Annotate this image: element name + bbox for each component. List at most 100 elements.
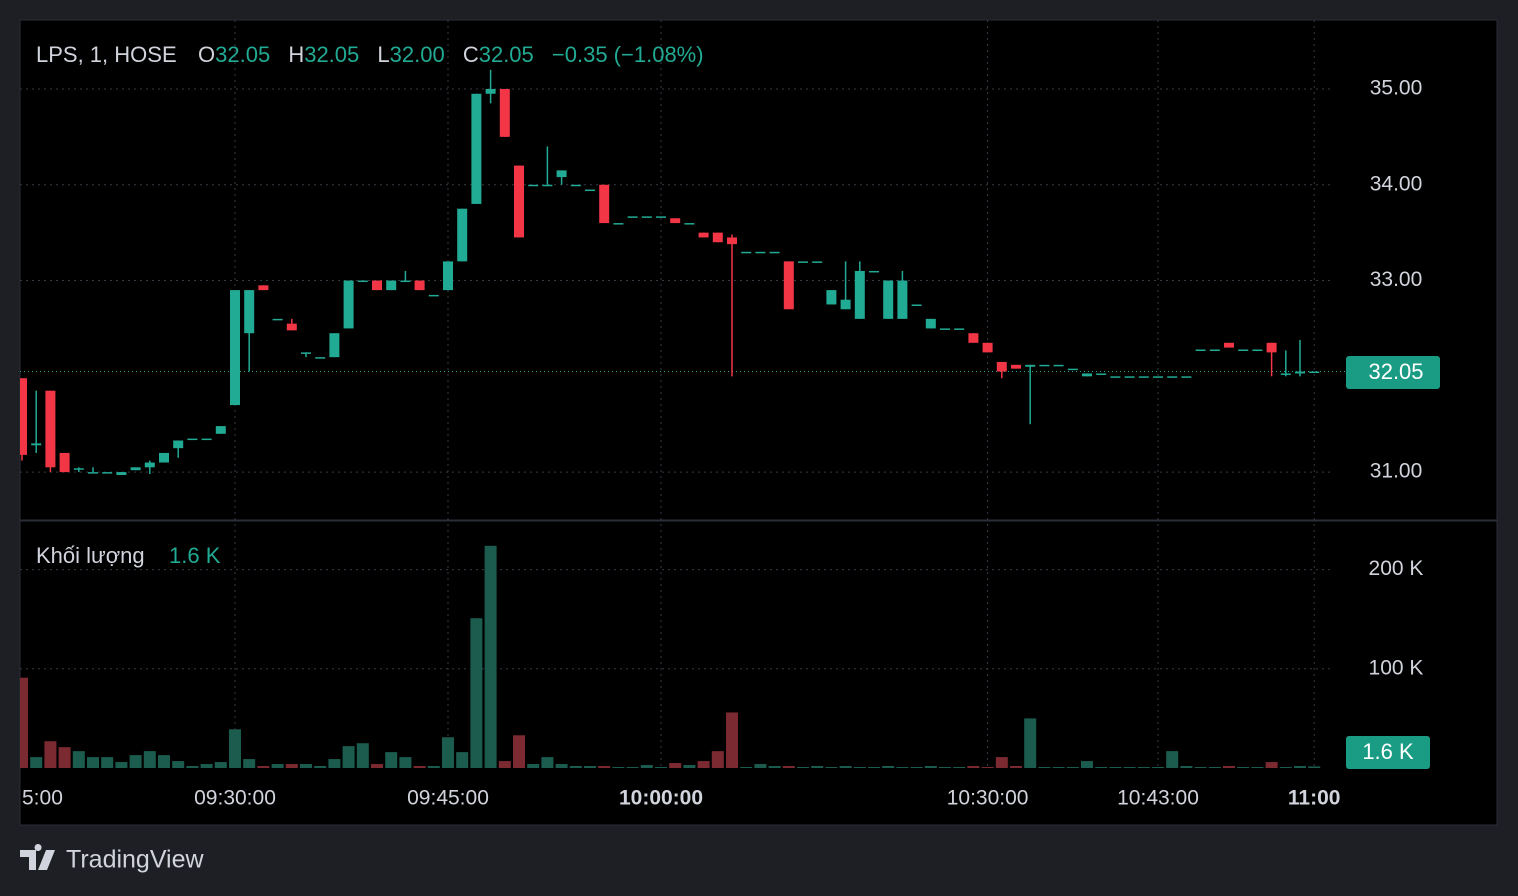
candle-body xyxy=(215,426,226,434)
candle-body xyxy=(1110,376,1121,378)
change: −0.35 (−1.08%) xyxy=(552,42,704,67)
candle-body xyxy=(1280,373,1291,375)
volume-bar xyxy=(200,764,213,768)
volume-bar xyxy=(1180,766,1193,768)
volume-bar xyxy=(655,767,667,768)
volume-bar xyxy=(967,766,980,768)
candle-body xyxy=(684,223,695,225)
price-badge-text: 32.05 xyxy=(1368,359,1423,384)
candle-body xyxy=(911,304,922,306)
volume-bar xyxy=(598,766,611,768)
candle-body xyxy=(329,333,340,358)
candle-body xyxy=(1252,349,1263,352)
volume-bar xyxy=(584,766,596,768)
volume-bar xyxy=(1208,767,1221,768)
candle-body xyxy=(712,232,723,243)
volume-bar xyxy=(229,729,241,768)
volume-bar xyxy=(555,764,568,768)
candle-body xyxy=(727,237,737,245)
volume-bar xyxy=(186,766,199,768)
x-tick-label: 5:00 xyxy=(22,787,63,810)
c-value: 32.05 xyxy=(479,42,534,67)
candle-body xyxy=(73,468,84,470)
candle-body xyxy=(187,438,198,441)
candle-body xyxy=(769,251,780,254)
labels: 35.00 34.00 33.00 31.00 100 K 200 K 5:00 09:30:… xyxy=(22,77,1423,810)
candle-body xyxy=(528,184,539,187)
volume-bar xyxy=(342,746,355,768)
volume-bar xyxy=(939,767,951,768)
candle-body xyxy=(357,280,368,283)
volume-bar xyxy=(1095,767,1108,768)
volume-badge xyxy=(1346,736,1430,769)
candle-body xyxy=(201,438,212,441)
volume-bar xyxy=(527,764,540,768)
volume-bar xyxy=(995,757,1008,768)
candle-body xyxy=(542,184,553,187)
candle-body xyxy=(627,216,638,218)
l-label: L xyxy=(377,42,389,67)
volume-bar xyxy=(910,767,923,768)
candle-body xyxy=(641,216,652,218)
volume-bar xyxy=(1265,762,1278,768)
candle-body xyxy=(20,378,27,455)
volume-bar xyxy=(20,677,28,768)
candle-body xyxy=(869,270,879,273)
volume-badge-text: 1.6 K xyxy=(1362,739,1414,764)
volume-bar xyxy=(953,767,966,768)
volume-bar xyxy=(513,735,525,768)
candle-body xyxy=(698,232,709,238)
y-tick-label: 34.00 xyxy=(1370,172,1423,195)
volume-bar xyxy=(271,764,284,768)
candle-body xyxy=(457,208,468,262)
volume-bar xyxy=(1052,767,1065,768)
l-value: 32.00 xyxy=(390,42,445,67)
volume-bar xyxy=(143,751,156,768)
volume-bar xyxy=(1308,766,1321,768)
volume-bar xyxy=(1137,767,1150,768)
candle-body xyxy=(173,440,184,449)
volume-bar xyxy=(711,751,724,768)
volume-bar xyxy=(172,761,185,768)
candle-body xyxy=(499,88,510,137)
candle-body xyxy=(570,184,581,187)
candle-body xyxy=(1266,342,1277,353)
volume-bar xyxy=(853,767,866,768)
candle-body xyxy=(315,357,326,359)
candle-body xyxy=(1153,376,1163,378)
volume-bar xyxy=(1251,767,1264,768)
candle-body xyxy=(1209,349,1220,352)
volume-bar xyxy=(797,767,809,768)
candle-body xyxy=(159,452,169,463)
legend: LPS, 1, HOSE O32.05 H32.05 L32.00 C32.05… xyxy=(36,42,704,568)
candle-body xyxy=(897,280,908,319)
c-label: C xyxy=(463,42,479,67)
candle-body xyxy=(996,361,1007,372)
volume-bar xyxy=(1152,767,1164,768)
volume-bar xyxy=(1081,761,1093,768)
candle-body xyxy=(386,280,397,291)
volume-bar xyxy=(1066,767,1079,768)
y-tick-label: 35.00 xyxy=(1370,77,1423,100)
volume-bar xyxy=(640,765,653,768)
volume-bar xyxy=(243,759,256,768)
volume-bar xyxy=(214,762,227,768)
candle-body xyxy=(1195,349,1206,352)
volume-tick-label: 200 K xyxy=(1369,557,1424,580)
volume-bar xyxy=(1223,766,1235,768)
candle-body xyxy=(883,280,894,319)
volume-bar xyxy=(697,761,710,768)
candle-body xyxy=(940,328,950,330)
volume-bar xyxy=(924,766,937,768)
volume-bar xyxy=(669,763,682,768)
volume-bar xyxy=(72,751,85,768)
candle-body xyxy=(400,280,411,283)
candle-body xyxy=(272,318,283,321)
x-tick-label: 09:45:00 xyxy=(407,787,489,810)
logo xyxy=(20,844,55,870)
plot xyxy=(20,69,1321,768)
candle-body xyxy=(741,251,752,254)
h-value: 32.05 xyxy=(304,42,359,67)
candle-body xyxy=(45,390,56,468)
